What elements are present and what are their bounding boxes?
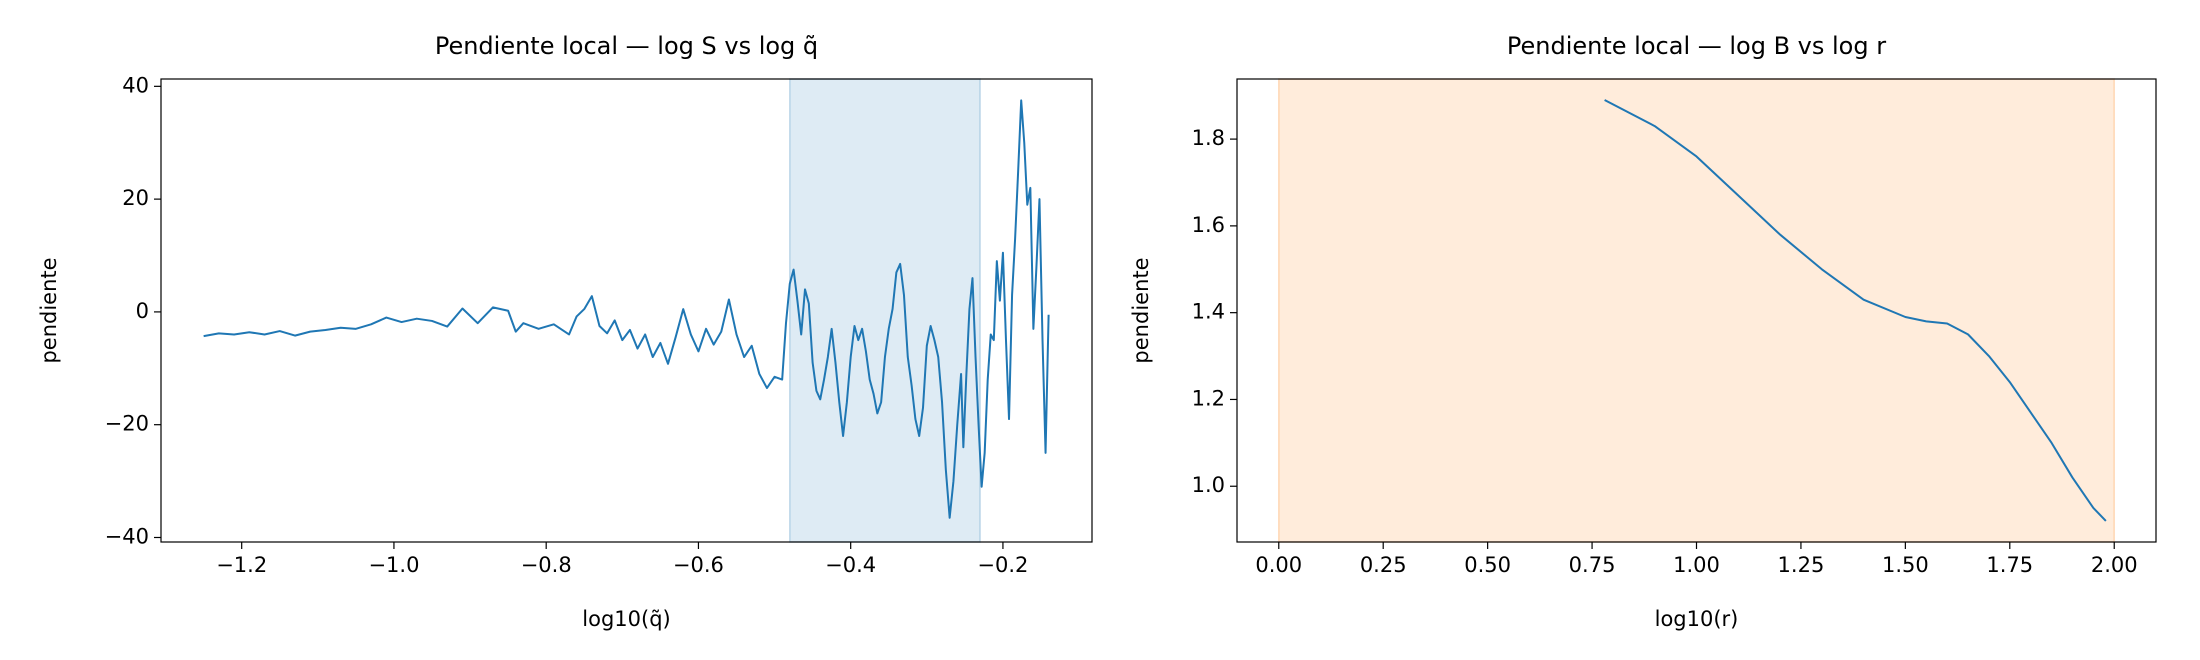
x-tick-label: −1.0 xyxy=(368,553,419,577)
x-tick-label: 1.25 xyxy=(1778,553,1825,577)
chart-title: Pendiente local — log S vs log q̃ xyxy=(435,32,818,60)
chart-title: Pendiente local — log B vs log r xyxy=(1507,32,1886,60)
y-tick-label: −20 xyxy=(105,412,149,436)
data-line xyxy=(1604,99,2107,522)
y-tick-label: 40 xyxy=(122,73,149,97)
x-tick-label: 1.75 xyxy=(1986,553,2033,577)
y-tick-label: 20 xyxy=(122,186,149,210)
y-axis-label: pendiente xyxy=(37,257,61,363)
x-tick-label: −0.8 xyxy=(521,553,572,577)
y-tick-label: 1.0 xyxy=(1192,473,1225,497)
x-axis-label: log10(r) xyxy=(1655,607,1739,631)
x-tick-label: 0.00 xyxy=(1255,553,1302,577)
y-tick-label: 1.8 xyxy=(1192,126,1225,150)
x-axis-label: log10(q̃) xyxy=(582,607,670,631)
x-tick-label: −0.4 xyxy=(825,553,876,577)
x-tick-label: −1.2 xyxy=(216,553,267,577)
axes-frame xyxy=(1236,78,2157,543)
axes-frame xyxy=(160,78,1093,543)
highlight-span xyxy=(1278,78,2115,543)
y-tick-label: −40 xyxy=(105,524,149,548)
x-tick-label: −0.6 xyxy=(673,553,724,577)
x-tick-label: 0.75 xyxy=(1569,553,1616,577)
y-tick-label: 1.4 xyxy=(1192,300,1225,324)
highlight-span xyxy=(789,78,981,543)
y-tick-label: 1.2 xyxy=(1192,386,1225,410)
x-tick-label: 0.50 xyxy=(1464,553,1511,577)
y-tick-label: 0 xyxy=(136,299,149,323)
x-tick-label: −0.2 xyxy=(977,553,1028,577)
y-tick-label: 1.6 xyxy=(1192,213,1225,237)
x-tick-label: 2.00 xyxy=(2091,553,2138,577)
data-line xyxy=(203,99,1050,519)
x-tick-label: 1.00 xyxy=(1673,553,1720,577)
y-axis-label: pendiente xyxy=(1129,257,1153,363)
x-tick-label: 1.50 xyxy=(1882,553,1929,577)
x-tick-label: 0.25 xyxy=(1360,553,1407,577)
